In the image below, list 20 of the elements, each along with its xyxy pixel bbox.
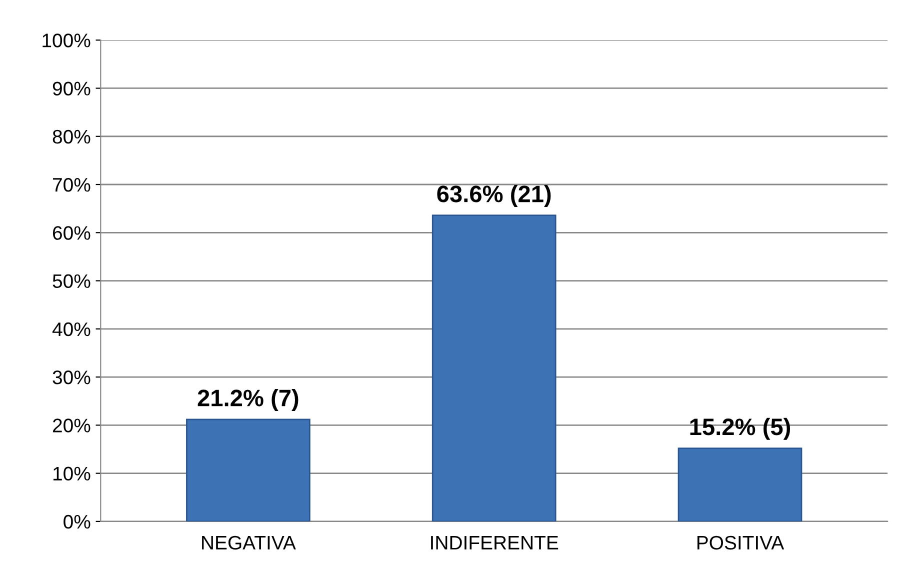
bar bbox=[432, 214, 556, 522]
y-tick-label: 50% bbox=[52, 274, 90, 288]
y-tick-label: 40% bbox=[52, 322, 90, 336]
bar bbox=[678, 448, 802, 522]
y-tick-label: 10% bbox=[53, 466, 90, 481]
data-label: 21.2% (7) bbox=[198, 389, 298, 412]
y-tick-label: 80% bbox=[52, 130, 90, 144]
y-tick-label: 90% bbox=[52, 82, 90, 96]
y-tick-label: 0% bbox=[64, 514, 90, 529]
y-tick-label: 20% bbox=[52, 418, 90, 432]
y-tick-label: 60% bbox=[53, 226, 90, 240]
data-label: 63.6% (21) bbox=[437, 184, 551, 207]
x-tick-label: POSITIVA bbox=[697, 536, 784, 550]
y-tick-label: 100% bbox=[42, 34, 90, 48]
data-label: 15.2% (5) bbox=[690, 418, 790, 440]
y-tick-label: 70% bbox=[53, 178, 90, 192]
x-tick-label: INDIFERENTE bbox=[431, 536, 558, 550]
bar bbox=[186, 418, 310, 522]
x-tick-label: NEGATIVA bbox=[202, 536, 296, 550]
y-tick-label: 30% bbox=[52, 370, 90, 384]
